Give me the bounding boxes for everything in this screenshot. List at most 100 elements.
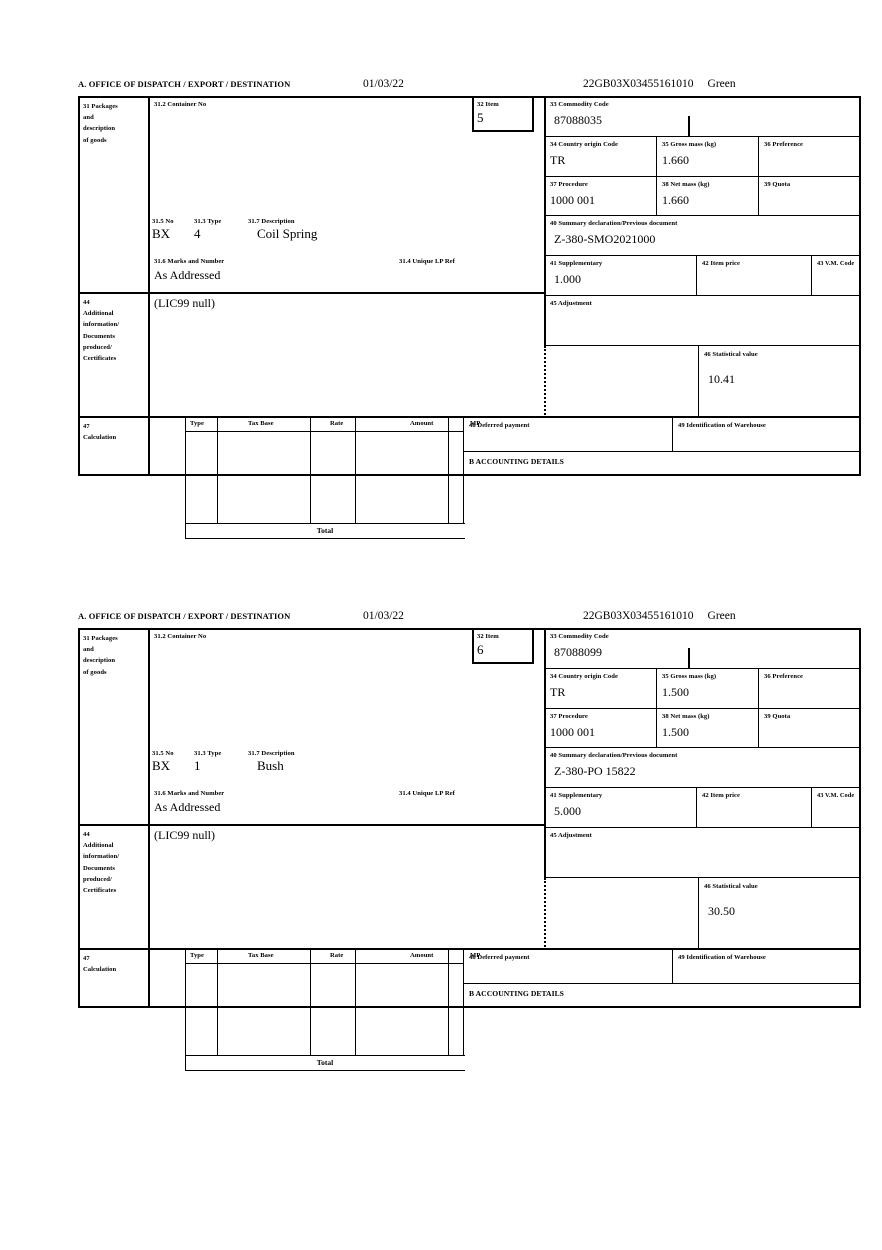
box44-value[interactable]: (LIC99 null): [154, 296, 215, 310]
box31-stub-divider: [148, 630, 150, 826]
calc-header-rule: [185, 963, 463, 964]
box31-package-labels: 31.5 No 31.3 Type 31.7 Description: [152, 749, 482, 759]
box31-2-label: 31.2 Container No: [154, 633, 207, 640]
box32-item: 32 Item 6: [472, 630, 534, 664]
calc-total-bottom-rule: [185, 1070, 465, 1071]
box49-warehouse-identification: 49 Identification of Warehouse: [674, 419, 861, 451]
right-column-divider-top: [544, 630, 546, 826]
box46-label: 46 Statistical value: [704, 883, 758, 890]
box36-label: 36 Preference: [764, 673, 804, 680]
box36-label: 36 Preference: [764, 141, 804, 148]
box40-value[interactable]: Z-380-PO 15822: [554, 764, 636, 779]
box33-value[interactable]: 87088035: [554, 113, 602, 128]
calc-col-divider-1: [217, 948, 218, 1056]
box33-value[interactable]: 87088099: [554, 645, 602, 660]
box41-bottom-rule: [546, 827, 861, 828]
box45-label: 45 Adjustment: [550, 300, 592, 307]
box34-value[interactable]: TR: [550, 153, 566, 168]
box34-value[interactable]: TR: [550, 685, 566, 700]
box31-7-label: 31.7 Description: [248, 750, 295, 757]
lane-tag: Green: [707, 78, 736, 90]
box45-bottom-rule: [546, 345, 861, 346]
box31-6-value[interactable]: As Addressed: [154, 268, 221, 283]
box31-6-label: 31.6 Marks and Number: [154, 258, 225, 265]
box38-value[interactable]: 1.500: [662, 725, 689, 740]
box31-4-label: 31.4 Unique LP Ref: [399, 790, 455, 797]
box32-value[interactable]: 5: [477, 110, 484, 126]
declaration-reference: 22GB03X03455161010 Green: [583, 610, 736, 622]
box41-value[interactable]: 1.000: [554, 272, 581, 287]
box47-stub: 47 Calculation: [80, 950, 148, 1008]
box31-5-value[interactable]: BX: [152, 758, 171, 773]
box34-country-origin: 34 Country origin Code TR: [546, 670, 656, 708]
box42-item-price: 42 Item price: [698, 257, 811, 296]
box44-stub-divider: [148, 826, 150, 950]
box37-value[interactable]: 1000 001: [550, 193, 595, 208]
box41-label: 41 Supplementary: [550, 260, 603, 267]
box32-value[interactable]: 6: [477, 642, 484, 658]
box44-stub-line: produced/: [83, 875, 112, 883]
box44-stub-line: Additional: [83, 310, 114, 318]
box44-stub-divider: [148, 294, 150, 418]
box31-package-labels: 31.5 No 31.3 Type 31.7 Description: [152, 217, 482, 227]
box40-value[interactable]: Z-380-SMO2021000: [554, 232, 656, 247]
box38-value[interactable]: 1.660: [662, 193, 689, 208]
box40-label: 40 Summary declaration/Previous document: [550, 220, 678, 227]
box31-4-label: 31.4 Unique LP Ref: [399, 258, 455, 265]
box41-value[interactable]: 5.000: [554, 804, 581, 819]
box44-stub-line: Certificates: [83, 355, 117, 363]
calc-col-tax-base: Tax Base: [248, 420, 274, 427]
box40-label: 40 Summary declaration/Previous document: [550, 752, 678, 759]
calc-col-tax-base: Tax Base: [248, 952, 274, 959]
box31-5-value[interactable]: BX: [152, 226, 171, 241]
declaration-date: 01/03/22: [363, 78, 404, 90]
box31-stub-divider: [148, 98, 150, 294]
box31-7-value[interactable]: Bush: [257, 758, 284, 773]
box31-7-label: 31.7 Description: [248, 218, 295, 225]
box31-stub-line: and: [83, 646, 94, 654]
declaration-reference: 22GB03X03455161010 Green: [583, 78, 736, 90]
right-column-divider-dotted: [544, 346, 546, 418]
box31-4-lpref: 31.4 Unique LP Ref: [395, 787, 555, 807]
box31-stub-line: 31 Packages: [83, 103, 118, 110]
office-of-dispatch-label: A. OFFICE OF DISPATCH / EXPORT / DESTINA…: [78, 611, 291, 621]
box33-sub-divider-tick: [688, 116, 690, 136]
box35-value[interactable]: 1.500: [662, 685, 689, 700]
box34-label: 34 Country origin Code: [550, 141, 618, 148]
box33-sub-divider-tick: [688, 648, 690, 668]
right-column-divider-41: [544, 294, 546, 346]
box34-country-origin: 34 Country origin Code TR: [546, 138, 656, 176]
box31-stub-line: of goods: [83, 136, 107, 144]
calc-col-divider-4: [448, 948, 449, 1056]
calc-table-left-edge: [185, 948, 186, 1071]
calc-total-top-rule: [185, 1055, 465, 1056]
box31-2-container: 31.2 Container No: [150, 98, 472, 128]
box33-commodity-code: 33 Commodity Code 87088099: [546, 630, 861, 669]
box31-stub-line: and: [83, 114, 94, 122]
box31-6-value[interactable]: As Addressed: [154, 800, 221, 815]
calc-col-rate: Rate: [330, 952, 344, 959]
box32-label: 32 Item: [477, 633, 499, 640]
box43-vm-code: 43 V.M. Code: [813, 789, 861, 828]
box31-3-value[interactable]: 1: [194, 758, 201, 773]
box48-bottom-rule: [463, 451, 859, 452]
box42-43-divider: [811, 788, 812, 828]
box44-value[interactable]: (LIC99 null): [154, 828, 215, 842]
box37-value[interactable]: 1000 001: [550, 725, 595, 740]
box-b-accounting-details: B ACCOUNTING DETAILS: [465, 454, 859, 474]
box40-bottom-rule: [546, 787, 861, 788]
box31-6-marks: 31.6 Marks and Number As Addressed: [150, 787, 350, 821]
calc-total-label: Total: [316, 526, 334, 535]
box35-label: 35 Gross mass (kg): [662, 141, 717, 148]
box46-value[interactable]: 30.50: [708, 904, 735, 919]
box46-value[interactable]: 10.41: [708, 372, 735, 387]
box47-stub-line: Calculation: [83, 434, 117, 442]
box31-7-value[interactable]: Coil Spring: [257, 226, 318, 241]
box31-3-value[interactable]: 4: [194, 226, 201, 241]
box39-label: 39 Quota: [764, 181, 791, 188]
box37-bottom-rule: [546, 215, 861, 216]
box35-value[interactable]: 1.660: [662, 153, 689, 168]
box46-label: 46 Statistical value: [704, 351, 758, 358]
box31-bottom-rule: [80, 824, 546, 826]
box31-stub-line: description: [83, 125, 116, 133]
